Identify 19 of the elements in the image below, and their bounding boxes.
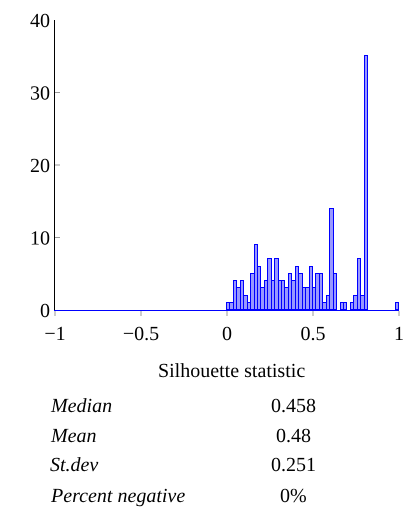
text: 0.251 bbox=[271, 454, 316, 476]
text: 0.458 bbox=[271, 395, 316, 417]
text: Mean bbox=[50, 425, 97, 447]
y-tick-label: 30 bbox=[30, 82, 50, 104]
y-tick-label: 40 bbox=[30, 10, 50, 32]
text: Percent negative bbox=[50, 485, 186, 507]
x-axis-title: Silhouette statistic bbox=[158, 360, 306, 382]
text: St.dev bbox=[50, 454, 98, 476]
x-tick-label: 0.5 bbox=[300, 323, 326, 345]
text: 0.48 bbox=[276, 425, 311, 447]
x-tick-label: −0.5 bbox=[122, 323, 160, 345]
x-tick-label: −1 bbox=[44, 323, 66, 345]
x-tick-label: 0 bbox=[222, 323, 232, 345]
text: 0% bbox=[280, 485, 307, 507]
x-tick-label: 1 bbox=[394, 323, 404, 345]
y-tick-label: 10 bbox=[30, 228, 50, 250]
text: Median bbox=[50, 395, 112, 417]
y-tick-label: 0 bbox=[40, 300, 50, 322]
y-tick-label: 20 bbox=[30, 155, 50, 177]
